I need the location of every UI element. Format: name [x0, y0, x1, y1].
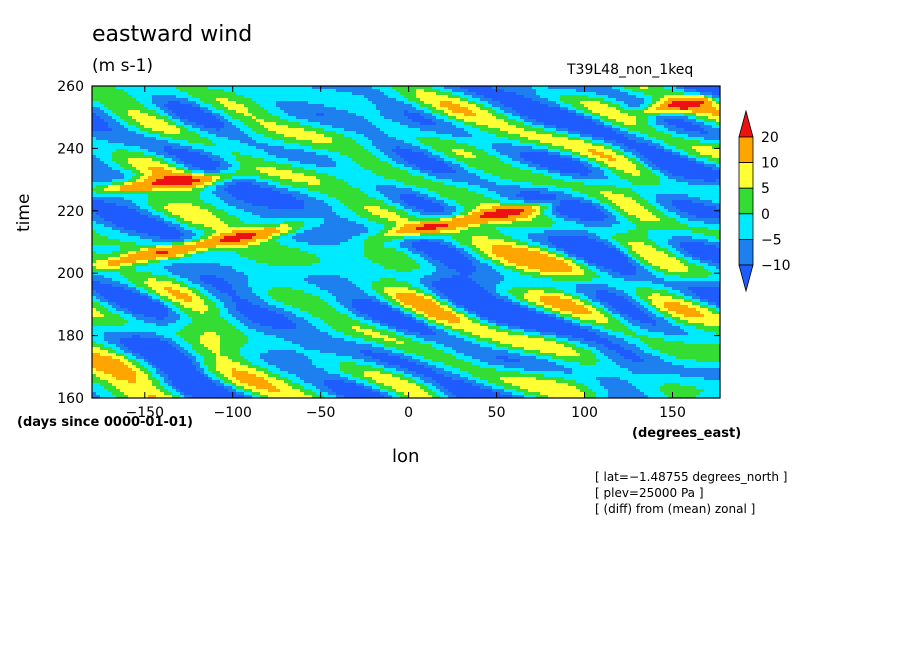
colorbar-label: 20	[761, 130, 779, 146]
note-plev: [ plev=25000 Pa ]	[595, 486, 704, 500]
x-tick-label: 50	[488, 405, 506, 421]
y-tick-label: 260	[57, 79, 84, 95]
chart-units: (m s-1)	[92, 56, 154, 76]
colorbar-label: 5	[761, 181, 770, 197]
x-tick-label: 150	[659, 405, 686, 421]
y-tick-label: 220	[57, 204, 84, 220]
x-tick-label: −150	[126, 405, 164, 421]
colorbar-bin	[738, 136, 754, 164]
colorbar-label: −5	[761, 232, 782, 248]
colorbar-label: 0	[761, 207, 770, 223]
x-tick-label: 0	[404, 405, 413, 421]
colorbar-bin	[738, 187, 754, 215]
y-tick-label: 180	[57, 329, 84, 345]
y-tick-label: 240	[57, 141, 84, 157]
x-tick-label: 100	[571, 405, 598, 421]
x-axis-units: (degrees_east)	[632, 426, 742, 441]
note-diff: [ (diff) from (mean) zonal ]	[595, 502, 756, 516]
y-tick-label: 200	[57, 266, 84, 282]
colorbar-above-max	[738, 109, 754, 138]
run-label: T39L48_non_1keq	[567, 62, 694, 78]
colorbar-bin	[738, 238, 754, 266]
colorbar-label: 10	[761, 156, 779, 172]
y-tick-label: 160	[57, 391, 84, 407]
colorbar-bin	[738, 162, 754, 189]
colorbar-bin	[738, 213, 754, 240]
plot-frame	[91, 85, 721, 399]
x-axis-label: lon	[392, 446, 420, 467]
axes: −150 −100 −50 0 50 100 150 160 180 200 220 240 260	[57, 79, 720, 421]
note-lat: [ lat=−1.48755 degrees_north ]	[595, 470, 788, 484]
chart-title: eastward wind	[92, 22, 253, 47]
y-axis-units: (days since 0000-01-01)	[17, 415, 193, 430]
colorbar-below-min	[738, 264, 754, 293]
x-tick-label: −100	[214, 405, 252, 421]
colorbar-label: −10	[761, 258, 791, 274]
heatmap-field	[92, 86, 721, 399]
colorbar: 20 10 5 0 −5 −10	[738, 109, 791, 293]
x-tick-label: −50	[306, 405, 336, 421]
